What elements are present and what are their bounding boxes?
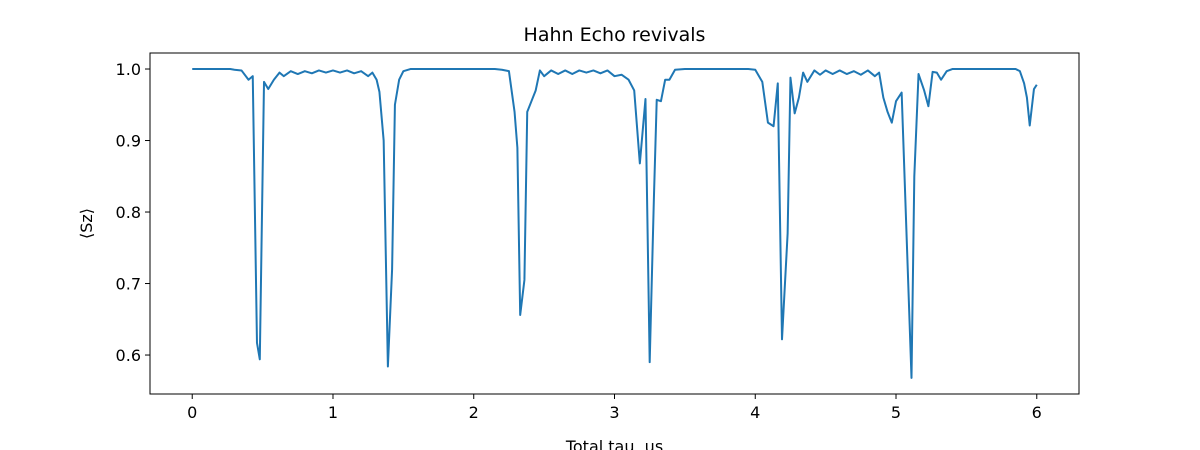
x-tick-label: 4 xyxy=(750,403,760,422)
plot-frame xyxy=(149,52,1080,395)
line-series xyxy=(192,68,1038,379)
x-tick-label: 3 xyxy=(609,403,619,422)
y-tick-label: 1.0 xyxy=(116,60,141,79)
y-tick-label: 0.8 xyxy=(116,203,141,222)
x-axis-label: Total tau, us xyxy=(565,437,663,450)
y-tick-label: 0.6 xyxy=(116,346,141,365)
y-axis-label: ⟨Sz⟩ xyxy=(77,208,96,239)
x-tick-label: 1 xyxy=(328,403,338,422)
x-tick-label: 0 xyxy=(187,403,197,422)
x-tick-label: 2 xyxy=(469,403,479,422)
y-tick-label: 0.7 xyxy=(116,275,141,294)
x-tick-label: 5 xyxy=(891,403,901,422)
x-tick-label: 6 xyxy=(1032,403,1042,422)
y-tick-label: 0.9 xyxy=(116,132,141,151)
chart-title: Hahn Echo revivals xyxy=(524,24,706,46)
